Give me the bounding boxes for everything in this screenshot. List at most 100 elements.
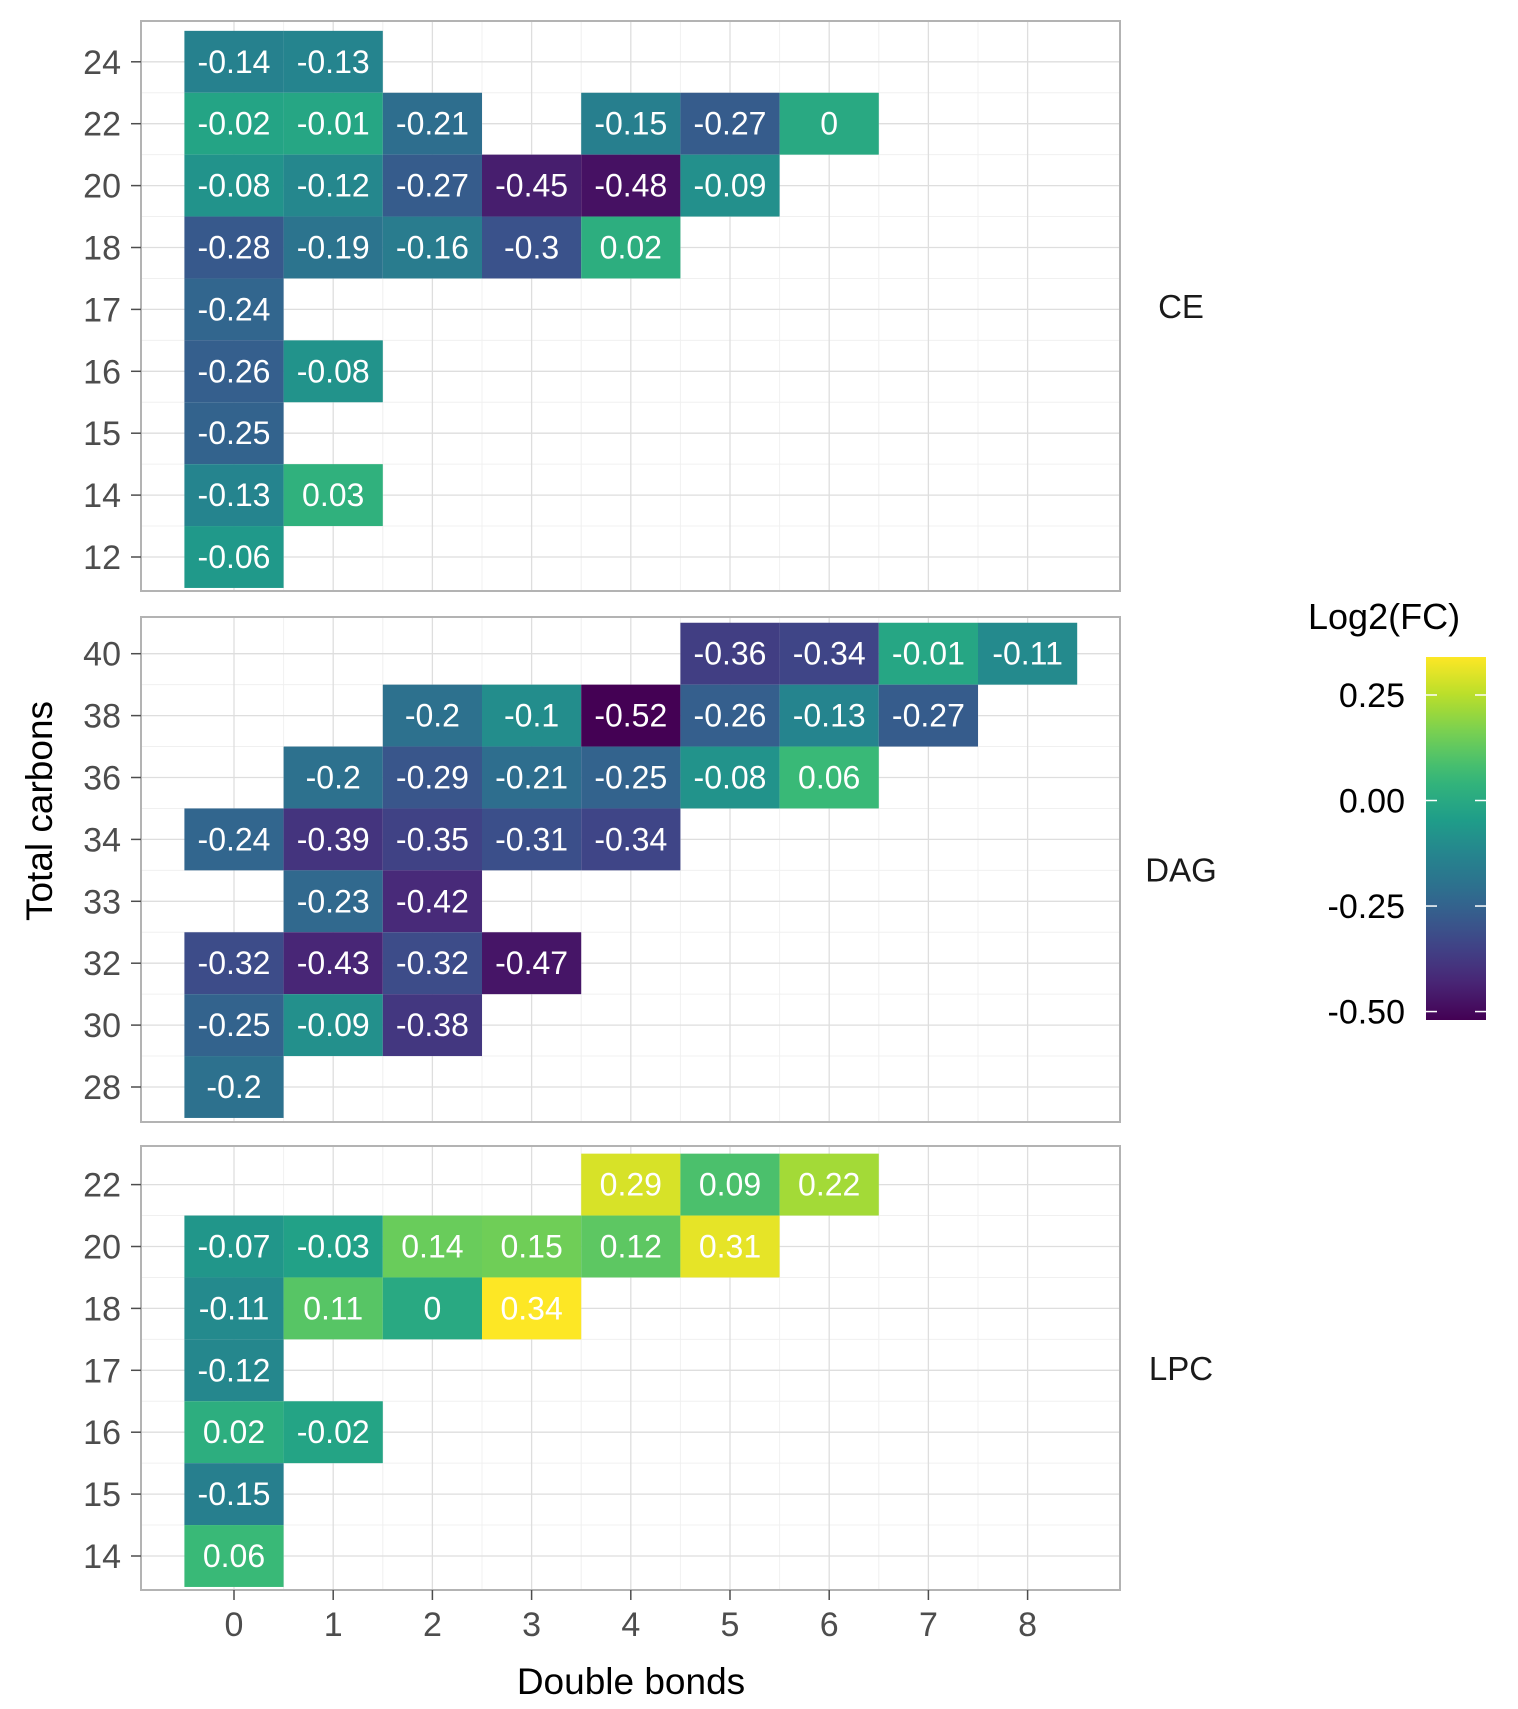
cell-value-label: -0.14 (198, 44, 271, 80)
heatmap-cell (482, 1277, 582, 1340)
y-tick-label: 28 (83, 1069, 121, 1107)
heatmap-cell (680, 684, 780, 747)
heatmap-cell (382, 994, 482, 1057)
y-tick-label: 20 (83, 168, 121, 206)
y-tick-label: 33 (83, 883, 121, 921)
cell-value-label: 0.11 (303, 1290, 363, 1326)
x-axis: 0 1 2 3 4 5 6 7 8 (225, 1590, 1037, 1644)
legend-tick-label: 0.25 (1339, 677, 1405, 715)
heatmap-cell (779, 1153, 879, 1216)
facet-label-dag: DAG (1145, 852, 1217, 889)
heatmap-cell (482, 1215, 582, 1278)
heatmap-cell (680, 1215, 780, 1278)
y-tick-label: 17 (83, 291, 121, 329)
cell-value-label: -0.15 (198, 1476, 271, 1512)
heatmap-cell (779, 622, 879, 685)
cell-value-label: -0.39 (297, 821, 370, 857)
cell-value-label: -0.36 (694, 636, 767, 672)
cell-value-label: -0.08 (198, 168, 271, 204)
heatmap-cell (382, 684, 482, 747)
cell-value-label: -0.47 (495, 945, 568, 981)
cell-value-label: 0.03 (302, 477, 364, 513)
x-axis-title: Double bonds (517, 1661, 745, 1702)
cell-value-label: -0.26 (694, 698, 767, 734)
heatmap-cell (184, 278, 284, 341)
heatmap-cell (978, 622, 1078, 685)
cell-value-label: -0.24 (198, 821, 271, 857)
cell-value-label: -0.26 (198, 353, 271, 389)
facet-label-ce: CE (1158, 288, 1204, 325)
heatmap-cell (184, 994, 284, 1057)
facet-panels: -0.14 -0.13 -0.02 -0.01 -0.21 -0.15 -0.27 0 -0.0… (83, 20, 1217, 1591)
y-tick-label: 30 (83, 1007, 121, 1045)
cell-value-label: -0.01 (892, 636, 965, 672)
cell-value-label: 0.06 (203, 1538, 265, 1574)
cell-value-label: -0.28 (198, 230, 271, 266)
cell-value-label: -0.09 (694, 168, 767, 204)
heatmap-cell (283, 30, 383, 93)
cell-value-label: -0.08 (694, 760, 767, 796)
y-tick-label: 16 (83, 353, 121, 391)
heatmap-cell (382, 1215, 482, 1278)
cell-value-label: -0.12 (297, 168, 370, 204)
facet-label-lpc: LPC (1149, 1350, 1213, 1387)
facet-panel-ce: -0.14 -0.13 -0.02 -0.01 -0.21 -0.15 -0.27 0 -0.0… (83, 20, 1204, 592)
cell-value-label: -0.3 (504, 230, 559, 266)
cell-value-label: 0.14 (401, 1229, 463, 1265)
heatmap-cell (680, 92, 780, 155)
heatmap-cell (581, 92, 681, 155)
cell-value-label: -0.27 (694, 106, 767, 142)
cell-value-label: -0.31 (495, 821, 568, 857)
cell-value-label: -0.03 (297, 1229, 370, 1265)
heatmap-cell (680, 622, 780, 685)
cell-value-label: -0.25 (198, 1007, 271, 1043)
x-tick-label: 2 (423, 1606, 442, 1644)
heatmap-cell (283, 746, 383, 809)
legend-tick-label: -0.50 (1328, 994, 1406, 1032)
heatmap-cell (382, 154, 482, 217)
legend-colorbar (1426, 657, 1486, 1020)
cell-value-label: -0.43 (297, 945, 370, 981)
y-tick-label: 18 (83, 1290, 121, 1328)
cell-value-label: -0.2 (306, 760, 361, 796)
y-tick-label: 15 (83, 415, 121, 453)
y-tick-label: 14 (83, 477, 121, 515)
cell-value-label: -0.32 (198, 945, 271, 981)
x-tick-label: 6 (820, 1606, 839, 1644)
cell-value-label: -0.13 (793, 698, 866, 734)
facet-panel-lpc: 0.29 0.09 0.22 -0.07 -0.03 0.14 0.15 0.12 0.31 -0… (83, 1145, 1213, 1591)
y-tick-label: 14 (83, 1538, 121, 1576)
heatmap-cell (184, 808, 284, 871)
y-tick-label: 32 (83, 945, 121, 983)
cell-value-label: -0.29 (396, 760, 469, 796)
x-tick-label: 7 (919, 1606, 938, 1644)
heatmap-cell (382, 932, 482, 995)
heatmap-cell (878, 684, 978, 747)
heatmap-cell (283, 154, 383, 217)
x-tick-label: 3 (522, 1606, 541, 1644)
cell-value-label: -0.27 (396, 168, 469, 204)
heatmap-cell (184, 340, 284, 403)
cell-value-label: -0.12 (198, 1352, 271, 1388)
cell-value-label: -0.23 (297, 883, 370, 919)
heatmap-cell (283, 340, 383, 403)
heatmap-cell (184, 1525, 284, 1587)
cell-value-label: -0.45 (495, 168, 568, 204)
cell-value-label: -0.52 (594, 698, 667, 734)
cell-value-label: -0.25 (198, 415, 271, 451)
y-tick-label: 40 (83, 636, 121, 674)
heatmap-cell (581, 1215, 681, 1278)
cell-value-label: -0.21 (396, 106, 469, 142)
y-tick-label: 16 (83, 1414, 121, 1452)
cell-value-label: -0.48 (594, 168, 667, 204)
heatmap-cell (283, 464, 383, 527)
heatmap-cell (680, 154, 780, 217)
cell-value-label: 0.22 (798, 1167, 860, 1203)
y-tick-label: 20 (83, 1229, 121, 1267)
heatmap-cell (581, 684, 681, 747)
cell-value-label: -0.15 (594, 106, 667, 142)
y-tick-label: 36 (83, 760, 121, 798)
heatmap-cell (581, 154, 681, 217)
heatmap-cell (382, 92, 482, 155)
heatmap-cell (184, 1339, 284, 1402)
